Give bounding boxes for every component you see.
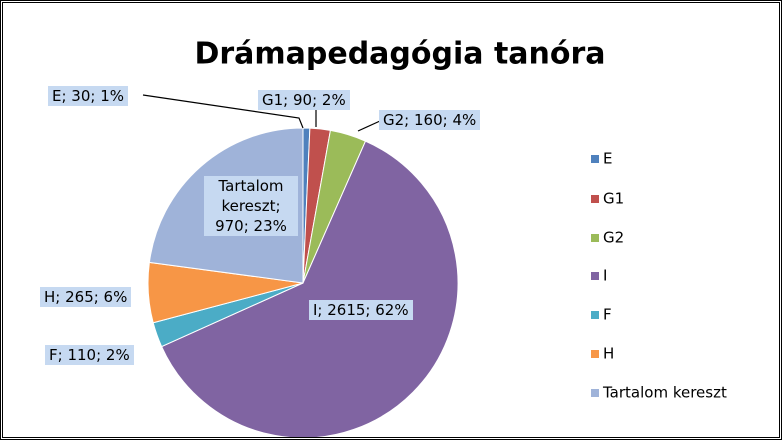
chart-title: Drámapedagógia tanóra	[194, 37, 605, 72]
data-label: Tartalom kereszt; 970; 23%	[204, 176, 298, 236]
legend-label: E	[603, 150, 612, 168]
legend-label: G1	[603, 190, 624, 208]
legend-label: H	[603, 345, 614, 363]
legend-label: Tartalom kereszt	[602, 384, 727, 402]
chart-svg: Drámapedagógia tanóra E G1 G2 I F H Tartalom k…	[142, 37, 727, 437]
legend-swatch	[591, 311, 599, 319]
legend-label: F	[603, 306, 612, 324]
leader-line	[357, 120, 381, 132]
legend-swatch	[591, 195, 599, 203]
legend-swatch	[591, 155, 599, 163]
legend-label: I	[603, 267, 607, 285]
data-label: G2; 160; 4%	[379, 110, 481, 130]
legend-swatch	[591, 389, 599, 397]
legend-swatch	[591, 234, 599, 242]
data-label: F; 110; 2%	[45, 345, 134, 365]
leader-lines	[142, 94, 381, 132]
legend-swatch	[591, 350, 599, 358]
legend: E G1 G2 I F H Tartalom kereszt	[591, 150, 727, 402]
data-label: I; 2615; 62%	[309, 300, 413, 320]
leader-line	[142, 94, 304, 129]
data-label: H; 265; 6%	[40, 287, 132, 307]
data-label: G1; 90; 2%	[258, 90, 350, 110]
legend-label: G2	[603, 229, 624, 247]
pie-slice	[160, 140, 459, 437]
legend-swatch	[591, 272, 599, 280]
data-label: E; 30; 1%	[48, 86, 129, 106]
pie	[147, 127, 459, 437]
